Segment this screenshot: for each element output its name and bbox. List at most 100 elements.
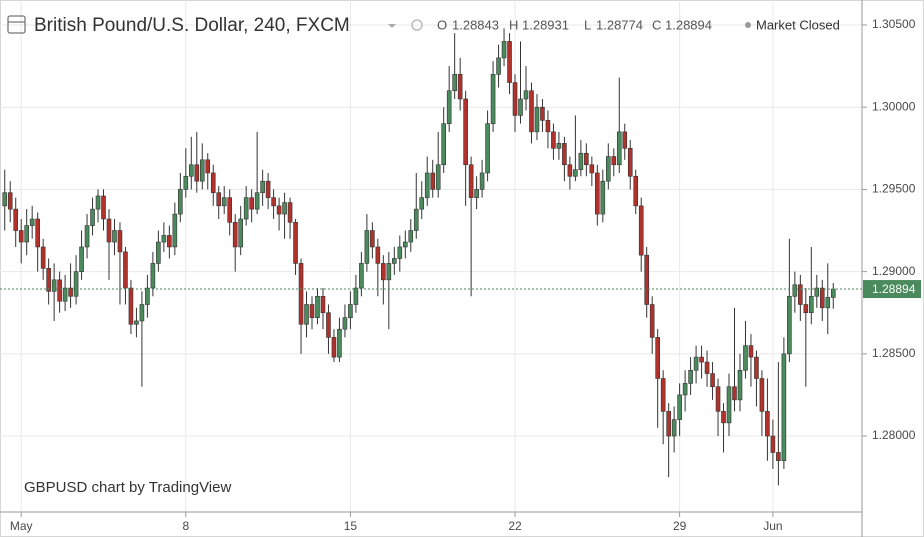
candle-body [106, 218, 112, 243]
candle-body [556, 143, 562, 149]
x-tick-label: 15 [344, 519, 358, 533]
candle-body [2, 192, 8, 207]
candle-body [167, 235, 172, 248]
candle-body [254, 192, 260, 210]
watermark[interactable]: GBPUSD chart by TradingView [24, 479, 231, 496]
candle-body [271, 197, 276, 207]
candle-body [364, 230, 370, 264]
candle-body [7, 192, 13, 210]
candle-body [633, 175, 639, 207]
candle-body [194, 164, 200, 182]
candle-body [721, 411, 726, 424]
candle-body [134, 320, 139, 325]
x-tick-label: 29 [673, 519, 687, 533]
candle-body [18, 230, 24, 243]
candle-body [611, 156, 617, 166]
high-label: H [509, 17, 518, 32]
title-dropdown[interactable] [388, 24, 396, 28]
candle-body [649, 304, 655, 338]
candle-body [567, 164, 573, 177]
candle-body [485, 123, 490, 174]
candle-body [35, 218, 40, 248]
candle-body [770, 435, 776, 453]
candle-body [309, 304, 315, 318]
candle-body [699, 356, 704, 363]
candle-body [677, 394, 682, 420]
chart-title: British Pound/U.S. Dollar, 240, FXCM [34, 15, 350, 36]
candle-body [710, 373, 715, 388]
candle-body [62, 287, 68, 302]
candle-body [562, 143, 567, 166]
candle-body [40, 246, 46, 269]
candle-body [688, 369, 693, 384]
candle-body [540, 106, 545, 121]
candle-body [825, 297, 831, 309]
candle-body [419, 197, 425, 210]
candle-body [232, 221, 238, 248]
candle-body [260, 180, 265, 193]
candle-body [238, 218, 243, 248]
symbol-icon[interactable] [7, 15, 26, 34]
candle-body [243, 197, 249, 220]
candle-body [441, 123, 446, 166]
candle-body [101, 195, 106, 220]
candle-body [600, 180, 606, 215]
candle-body [743, 345, 748, 371]
candle-body [748, 345, 754, 358]
candle-body [353, 287, 359, 305]
visibility-icon[interactable] [411, 19, 423, 31]
candle-body [452, 74, 457, 92]
candle-body [781, 353, 787, 462]
candle-body [819, 287, 825, 309]
low-value: 1.28774 [596, 17, 643, 32]
candle-body [589, 164, 595, 174]
candle-body [457, 74, 463, 100]
candle-body [298, 263, 304, 325]
candle-body [413, 208, 419, 231]
candle-body [754, 356, 759, 379]
candle-body [95, 195, 101, 210]
candle-body [13, 208, 19, 231]
candle-body [534, 106, 540, 133]
candle-body [809, 295, 814, 314]
candles [0, 28, 862, 486]
x-tick-label: May [10, 519, 33, 533]
high-value: 1.28931 [522, 17, 569, 32]
candle-body [199, 159, 205, 182]
y-tick-label: 1.29000 [872, 264, 916, 278]
candle-body [337, 328, 342, 358]
candle-body [463, 98, 468, 166]
candle-body [375, 246, 381, 264]
candle-body [183, 175, 189, 190]
candle-body [216, 192, 222, 207]
x-tick-label: Jun [763, 519, 782, 533]
candle-body [803, 304, 809, 314]
candle-body [24, 225, 29, 243]
candle-body [117, 230, 123, 253]
candle-body [315, 295, 320, 318]
y-tick-label: 1.30000 [872, 99, 916, 113]
candle-body [57, 279, 62, 302]
candle-body [726, 386, 732, 424]
candle-body [172, 213, 178, 248]
y-tick-label: 1.30500 [872, 17, 916, 31]
y-tick-label: 1.29500 [872, 182, 916, 196]
candle-body [693, 356, 699, 371]
status-dot [745, 22, 751, 28]
candle-body [145, 287, 150, 305]
candle-body [221, 197, 227, 207]
candle-body [573, 169, 578, 177]
candle-body [666, 411, 671, 437]
candle-body [123, 251, 128, 289]
candle-body [392, 258, 397, 264]
candle-body [408, 230, 414, 243]
y-tick-label: 1.28500 [872, 346, 916, 360]
y-tick-label: 1.28000 [872, 428, 916, 442]
candle-body [287, 202, 293, 223]
candle-body [128, 287, 134, 325]
candle-body [660, 378, 666, 412]
candle-body [293, 221, 298, 264]
candle-body [150, 263, 156, 289]
candle-body [304, 304, 309, 325]
candle-body [737, 369, 743, 401]
